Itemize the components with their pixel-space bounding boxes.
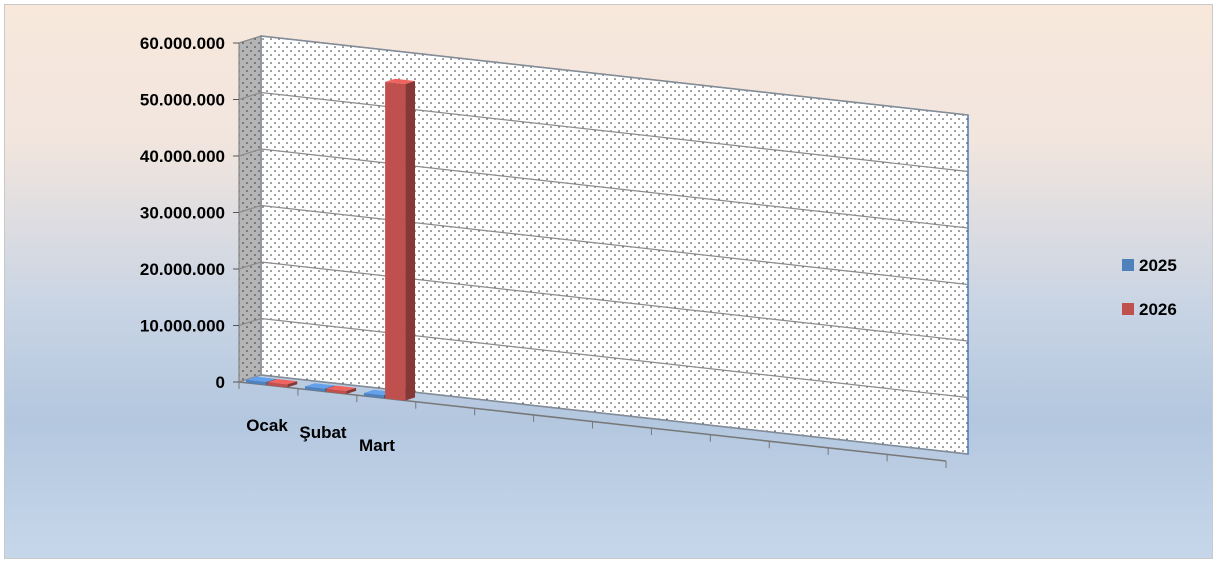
gridline [238,374,969,455]
legend-label: 2025 [1139,256,1177,275]
gridline [238,35,969,116]
y-tick-label: 60.000.000 [140,34,225,53]
y-tick-label: 20.000.000 [140,260,225,279]
y-tick-label: 50.000.000 [140,91,225,110]
y-tick-label: 10.000.000 [140,317,225,336]
bar-2026-Şubat [326,385,357,394]
gridline [238,204,969,286]
x-tick-label: Mart [359,436,395,455]
gridline [238,148,969,229]
legend-label: 2026 [1139,300,1177,319]
y-tick-label: 40.000.000 [140,147,225,166]
gridline [238,91,969,173]
gridline [238,317,969,399]
x-tick-label: Şubat [299,423,347,442]
chart-area: 0 10.000.000 20.000.000 30.000.000 40.000.00… [4,4,1213,559]
y-tick-label: 30.000.000 [140,204,225,223]
x-tick-label: Ocak [246,416,288,435]
legend-swatch [1122,303,1134,315]
bar-2026-Mart [385,78,416,401]
bar-2026-Ocak [267,379,298,388]
y-tick-label: 0 [216,373,225,392]
legend-swatch [1122,259,1134,271]
gridline [238,261,969,342]
chart-plot: 0 10.000.000 20.000.000 30.000.000 40.000.00… [140,34,1177,468]
